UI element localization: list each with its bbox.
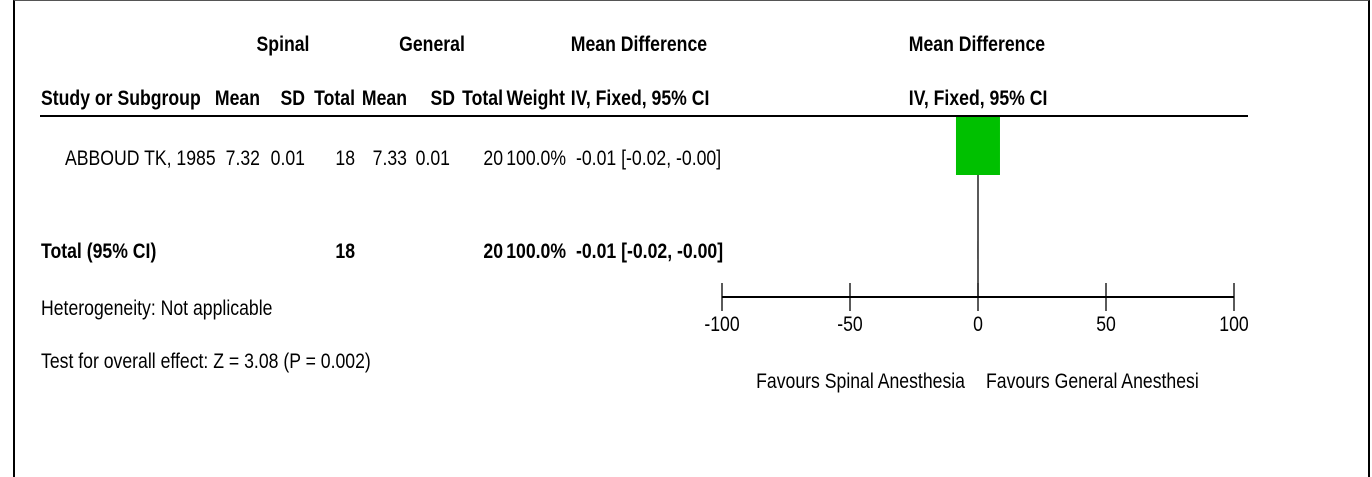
- header-divider: [40, 115, 1248, 117]
- col-sd-2-header: SD: [430, 87, 455, 110]
- overall-effect-text: Test for overall effect: Z = 3.08 (P = 0…: [41, 350, 371, 373]
- effect-method: IV, Fixed, 95% CI: [570, 87, 710, 110]
- study-sd-2: 0.01: [415, 147, 450, 170]
- total-ci-text: -0.01 [-0.02, -0.00]: [576, 240, 724, 263]
- col-total-2-header: Total: [462, 87, 503, 110]
- study-mean-2: 7.33: [372, 147, 407, 170]
- col-mean-1-header: Mean: [214, 87, 260, 110]
- col-total-1-header: Total: [314, 87, 355, 110]
- group-header-spinal: Spinal: [256, 33, 310, 56]
- favours-left-label: Favours Spinal Anesthesia: [756, 370, 965, 393]
- study-name: ABBOUD TK, 1985: [65, 147, 216, 170]
- forest-plot-frame: [13, 0, 1370, 477]
- x-tick-label: 0: [973, 313, 983, 337]
- study-total-2: 20: [483, 147, 503, 170]
- group-header-general: General: [399, 33, 465, 56]
- plot-method: IV, Fixed, 95% CI: [908, 87, 1048, 110]
- x-tick-label: -100: [704, 313, 739, 337]
- study-mean-1: 7.32: [225, 147, 260, 170]
- favours-right-label: Favours General Anesthesi: [986, 370, 1199, 393]
- total-total-1: 18: [335, 240, 355, 263]
- col-study-header: Study or Subgroup: [41, 87, 201, 110]
- total-total-2: 20: [483, 240, 503, 263]
- study-ci-text: -0.01 [-0.02, -0.00]: [576, 147, 722, 170]
- total-label: Total (95% CI): [41, 240, 157, 263]
- col-weight-header: Weight: [506, 87, 565, 110]
- study-marker: [955, 117, 1000, 175]
- study-total-1: 18: [335, 147, 355, 170]
- col-mean-2-header: Mean: [361, 87, 407, 110]
- x-tick-label: -50: [837, 313, 863, 337]
- effect-header: Mean Difference: [570, 33, 708, 56]
- heterogeneity-text: Heterogeneity: Not applicable: [41, 297, 273, 320]
- col-sd-1-header: SD: [280, 87, 305, 110]
- x-tick-label: 50: [1096, 313, 1116, 337]
- x-tick-label: 100: [1219, 313, 1249, 337]
- plot-header: Mean Difference: [908, 33, 1046, 56]
- total-weight: 100.0%: [506, 240, 567, 263]
- study-sd-1: 0.01: [270, 147, 305, 170]
- study-weight: 100.0%: [506, 147, 567, 170]
